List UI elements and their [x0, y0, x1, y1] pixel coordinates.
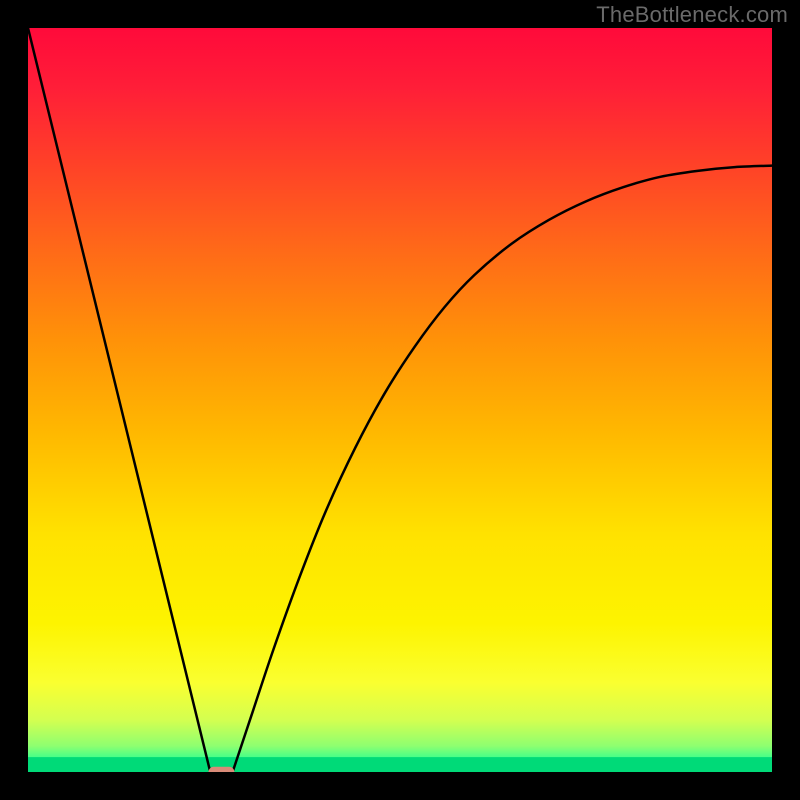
bottom-green-band — [28, 757, 772, 772]
chart-frame: TheBottleneck.com — [0, 0, 800, 800]
chart-svg — [28, 28, 772, 772]
plot-area — [28, 28, 772, 772]
gradient-background — [28, 28, 772, 772]
min-marker — [208, 767, 234, 772]
watermark-text: TheBottleneck.com — [596, 2, 788, 28]
